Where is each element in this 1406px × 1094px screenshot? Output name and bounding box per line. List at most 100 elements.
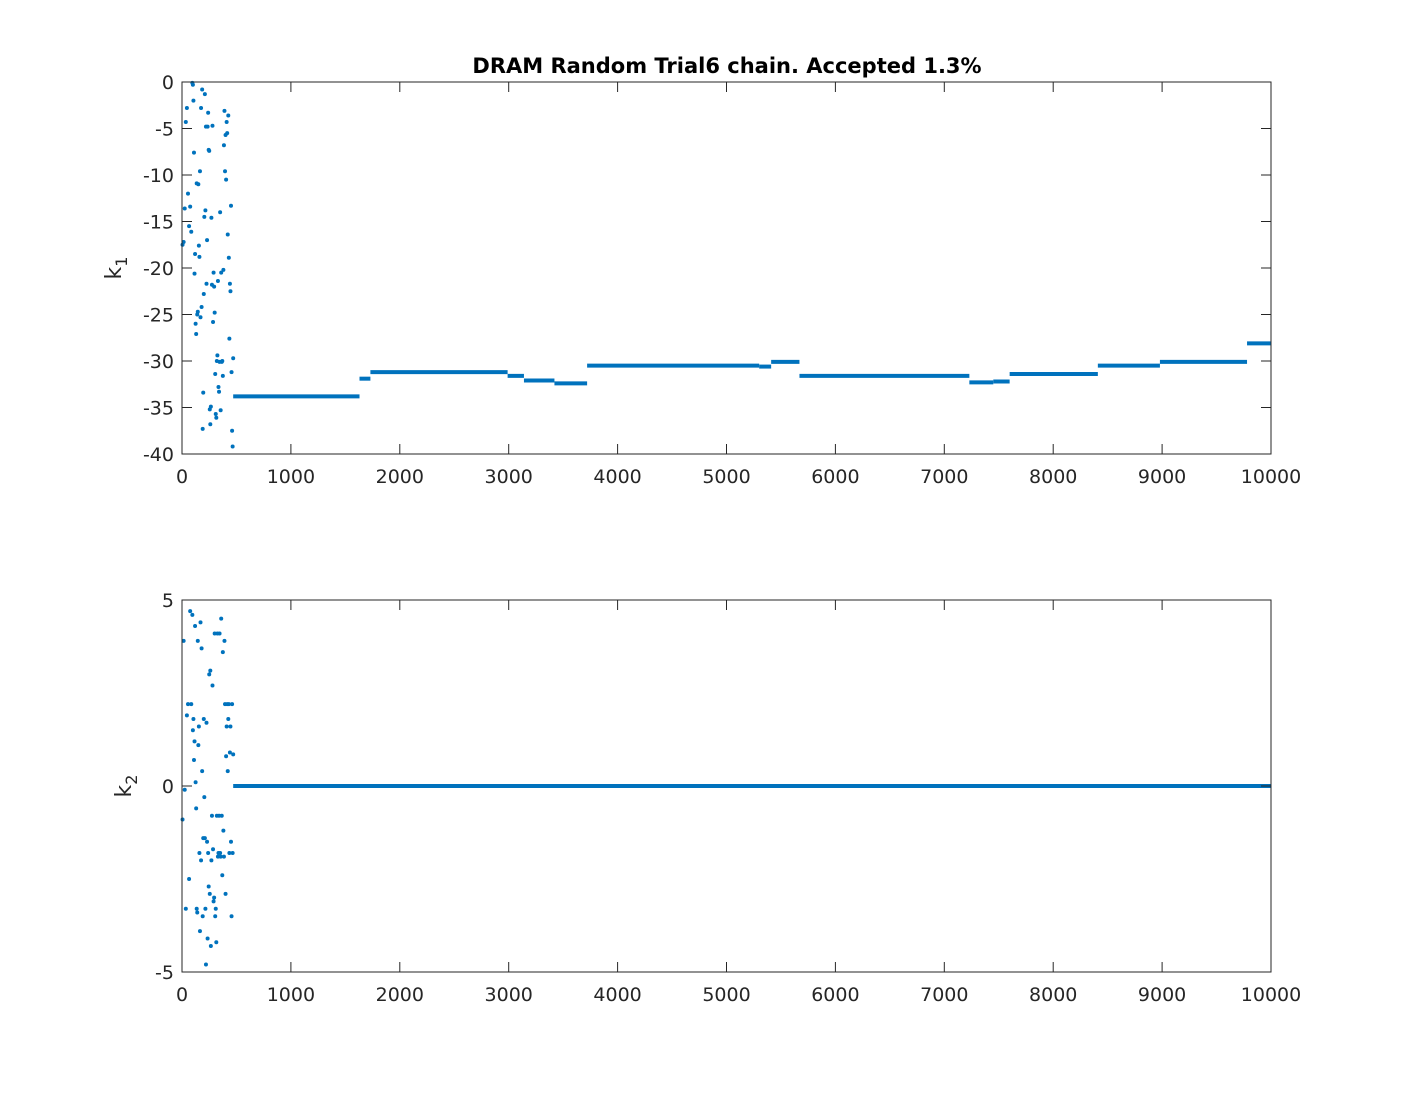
data-point <box>194 906 199 911</box>
data-point <box>205 238 210 243</box>
data-point <box>183 119 188 124</box>
ticks-k2: 0 1000 2000 3000 4000 5000 6000 7000 8000 9000 100… <box>155 590 1301 1006</box>
y-tick-label: -40 <box>143 444 174 466</box>
x-tick-label: 7000 <box>920 984 968 1006</box>
data-point <box>218 408 223 413</box>
data-point <box>197 169 202 174</box>
data-point <box>181 638 186 643</box>
data-point <box>196 243 201 248</box>
data-point <box>209 858 214 863</box>
data-point <box>200 426 205 431</box>
data-point <box>196 182 201 187</box>
x-tick-label: 6000 <box>811 466 859 488</box>
data-point <box>231 752 236 757</box>
y-axis-label-subscript: 2 <box>122 775 141 785</box>
x-tick-label: 4000 <box>593 984 641 1006</box>
y-tick-label: -30 <box>143 351 174 373</box>
y-tick-label: -35 <box>143 398 174 420</box>
data-point <box>198 620 203 625</box>
data-point <box>230 428 235 433</box>
chart-title: DRAM Random Trial6 chain. Accepted 1.3% <box>472 54 981 78</box>
data-point <box>224 724 229 729</box>
data-point <box>220 650 225 655</box>
data-point <box>193 321 198 326</box>
data-point <box>227 336 232 341</box>
data-point <box>190 728 195 733</box>
x-tick-label: 7000 <box>920 466 968 488</box>
y-axis-label-subscript: 1 <box>112 257 131 267</box>
data-point <box>223 169 228 174</box>
data-point <box>185 191 190 196</box>
data-point <box>211 899 216 904</box>
data-point <box>199 646 204 651</box>
data-point <box>201 292 206 297</box>
data-point <box>212 284 217 289</box>
data-point <box>187 877 192 881</box>
data-point <box>218 850 223 855</box>
data-point <box>206 884 211 889</box>
data-point <box>225 131 230 136</box>
data-point <box>226 113 231 118</box>
data-point <box>190 82 195 87</box>
data-point <box>225 769 230 774</box>
x-tick-label: 0 <box>176 984 188 1006</box>
data-point <box>230 850 235 855</box>
data-point <box>224 119 229 124</box>
data-point <box>208 404 213 409</box>
data-point <box>188 609 193 614</box>
data-point <box>190 612 195 617</box>
data-point <box>226 702 231 707</box>
data-point <box>215 279 220 284</box>
data-point <box>213 914 218 919</box>
data-point <box>212 310 217 315</box>
y-tick-label: -5 <box>155 962 174 984</box>
x-tick-label: 3000 <box>485 984 533 1006</box>
data-point <box>195 309 200 314</box>
data-point <box>219 616 224 621</box>
y-tick-label: -15 <box>143 212 174 234</box>
x-tick-label: 8000 <box>1029 466 1077 488</box>
data-point <box>227 850 232 855</box>
data-point <box>220 873 225 878</box>
data-point <box>226 717 231 722</box>
data-point <box>196 743 201 748</box>
data-point <box>202 836 207 841</box>
data-point <box>198 315 203 320</box>
data-point <box>208 668 213 673</box>
x-tick-label: 5000 <box>702 984 750 1006</box>
data-point <box>220 359 225 363</box>
data-point <box>200 769 205 774</box>
data-point <box>207 148 212 153</box>
data-point <box>222 638 227 643</box>
data-point <box>206 850 211 855</box>
data-point <box>204 720 209 725</box>
data-point <box>227 750 232 755</box>
data-point <box>201 390 206 395</box>
data-point <box>227 281 232 286</box>
data-point <box>203 208 208 213</box>
data-point <box>202 795 207 800</box>
data-point <box>208 422 213 427</box>
data-point <box>228 724 233 729</box>
data-point <box>183 906 188 911</box>
data-point <box>191 717 196 722</box>
data-point <box>231 356 236 361</box>
x-tick-label: 6000 <box>811 984 859 1006</box>
y-tick-label: 0 <box>162 776 174 798</box>
data-point <box>201 717 206 722</box>
y-tick-label: 0 <box>162 72 174 94</box>
data-point <box>194 332 199 337</box>
data-point <box>230 702 235 707</box>
data-point <box>200 914 205 919</box>
data-point <box>191 98 196 103</box>
data-point <box>222 108 227 113</box>
data-point <box>230 444 235 449</box>
data-point <box>211 319 216 324</box>
data-point <box>216 385 221 390</box>
x-tick-label: 3000 <box>485 466 533 488</box>
data-point <box>189 229 194 234</box>
data-point <box>192 271 197 276</box>
y-axis-label-base: k <box>112 784 137 797</box>
data-point <box>184 106 189 111</box>
